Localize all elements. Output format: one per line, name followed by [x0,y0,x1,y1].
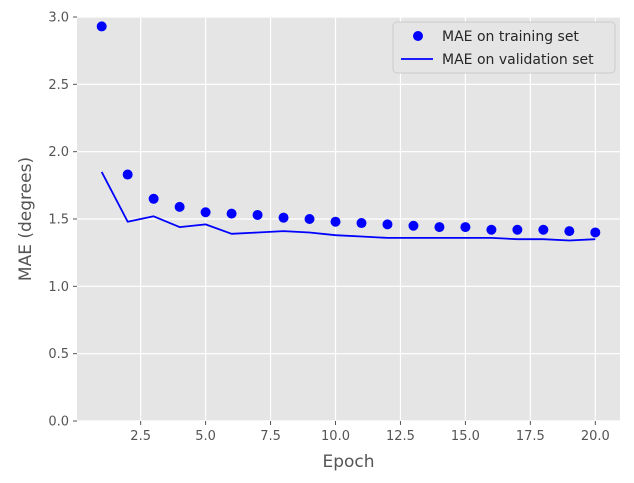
training-point [486,224,497,235]
training-point [278,212,289,223]
training-point [174,201,185,212]
training-point [564,226,575,237]
y-tick-label: 1.5 [48,213,69,228]
x-tick-label: 5.0 [195,429,216,444]
legend-label-validation: MAE on validation set [442,52,594,68]
training-point [304,214,315,224]
training-point [408,220,419,231]
training-point [122,169,133,180]
training-point [356,218,367,229]
validation-line [100,171,596,242]
training-series [96,21,601,238]
training-point [252,209,263,220]
y-tick-label: 1.0 [48,280,69,295]
y-tick-label: 0.5 [48,347,69,362]
x-axis-ticks: 2.5 5.0 7.5 10.0 12.5 15.0 17.5 20.0 [130,421,610,444]
x-tick-label: 15.0 [451,429,480,444]
y-tick-label: 3.0 [48,11,69,26]
training-point [96,21,107,32]
x-tick-label: 10.0 [321,429,350,444]
x-tick-label: 2.5 [130,429,151,444]
training-point [200,207,211,218]
x-axis-label: Epoch [322,452,374,472]
y-axis-ticks: 0.0 0.5 1.0 1.5 2.0 2.5 3.0 [48,11,77,430]
training-point [538,224,549,235]
training-point [148,193,159,204]
training-point [434,222,445,233]
y-tick-label: 2.0 [48,145,69,160]
training-point [330,216,341,227]
legend-marker-training [413,31,423,41]
training-point [590,227,601,238]
grid-lines [77,16,620,422]
y-tick-label: 2.5 [48,78,69,93]
y-axis-label: MAE (degrees) [16,157,36,281]
x-tick-label: 17.5 [516,429,545,444]
training-point [382,219,393,230]
x-tick-label: 12.5 [386,429,415,444]
legend-label-training: MAE on training set [442,29,579,45]
legend: MAE on training set MAE on validation se… [392,21,616,74]
x-tick-label: 7.5 [260,429,281,444]
training-point [512,224,523,235]
x-tick-label: 20.0 [581,429,610,444]
legend-box [392,21,616,74]
y-tick-label: 0.0 [48,415,69,430]
training-point [226,208,237,219]
validation-series [100,171,596,242]
training-point [460,222,471,233]
